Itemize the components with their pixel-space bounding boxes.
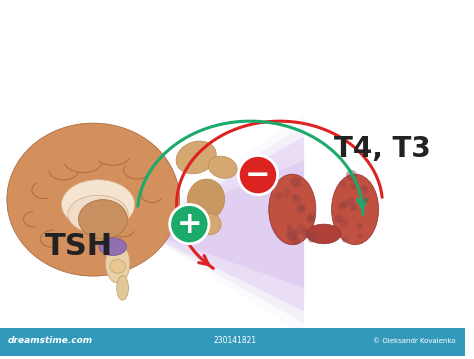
Ellipse shape	[105, 244, 130, 283]
Ellipse shape	[307, 224, 341, 244]
Circle shape	[347, 197, 355, 205]
Ellipse shape	[187, 179, 225, 220]
Text: +: +	[176, 210, 202, 239]
Circle shape	[296, 204, 305, 213]
Circle shape	[302, 229, 311, 238]
Ellipse shape	[117, 276, 128, 300]
Ellipse shape	[176, 141, 216, 174]
Circle shape	[170, 205, 209, 244]
Circle shape	[335, 215, 343, 223]
Circle shape	[306, 215, 314, 223]
Circle shape	[337, 203, 345, 210]
Text: TSH: TSH	[45, 232, 112, 261]
Circle shape	[286, 225, 292, 230]
Circle shape	[346, 170, 357, 181]
Circle shape	[308, 213, 316, 221]
Polygon shape	[137, 160, 304, 288]
Circle shape	[291, 177, 301, 187]
Ellipse shape	[110, 260, 126, 273]
Circle shape	[286, 229, 298, 240]
Polygon shape	[137, 113, 304, 335]
Circle shape	[357, 233, 363, 238]
Circle shape	[340, 219, 349, 228]
Text: −: −	[245, 160, 271, 190]
Circle shape	[350, 183, 357, 190]
Ellipse shape	[208, 156, 237, 178]
Ellipse shape	[331, 174, 379, 245]
Circle shape	[308, 232, 319, 242]
Circle shape	[292, 237, 300, 245]
Text: T4, T3: T4, T3	[334, 135, 431, 163]
Ellipse shape	[62, 180, 135, 229]
Circle shape	[362, 185, 368, 191]
Circle shape	[292, 194, 297, 199]
Ellipse shape	[79, 200, 128, 239]
Circle shape	[288, 232, 298, 241]
Text: © Oleksandr Kovalenko: © Oleksandr Kovalenko	[373, 338, 456, 344]
Circle shape	[342, 237, 348, 243]
Circle shape	[363, 197, 369, 203]
Circle shape	[308, 234, 316, 243]
Polygon shape	[137, 137, 304, 311]
Polygon shape	[137, 149, 304, 300]
Polygon shape	[137, 125, 304, 323]
Text: dreamstime.com: dreamstime.com	[8, 336, 93, 345]
Circle shape	[238, 155, 278, 195]
Circle shape	[275, 192, 283, 200]
Circle shape	[296, 224, 306, 233]
Ellipse shape	[197, 213, 221, 235]
Ellipse shape	[7, 123, 180, 276]
Circle shape	[282, 188, 291, 197]
Circle shape	[339, 181, 347, 188]
Circle shape	[358, 186, 368, 196]
Circle shape	[350, 204, 357, 211]
Circle shape	[356, 223, 363, 229]
Ellipse shape	[68, 195, 128, 233]
Polygon shape	[137, 160, 304, 288]
Ellipse shape	[99, 238, 127, 256]
Bar	[0, 328, 465, 355]
Circle shape	[292, 195, 301, 203]
Circle shape	[300, 205, 305, 211]
Circle shape	[341, 201, 348, 208]
Text: 230141821: 230141821	[214, 336, 257, 345]
Ellipse shape	[269, 174, 316, 245]
